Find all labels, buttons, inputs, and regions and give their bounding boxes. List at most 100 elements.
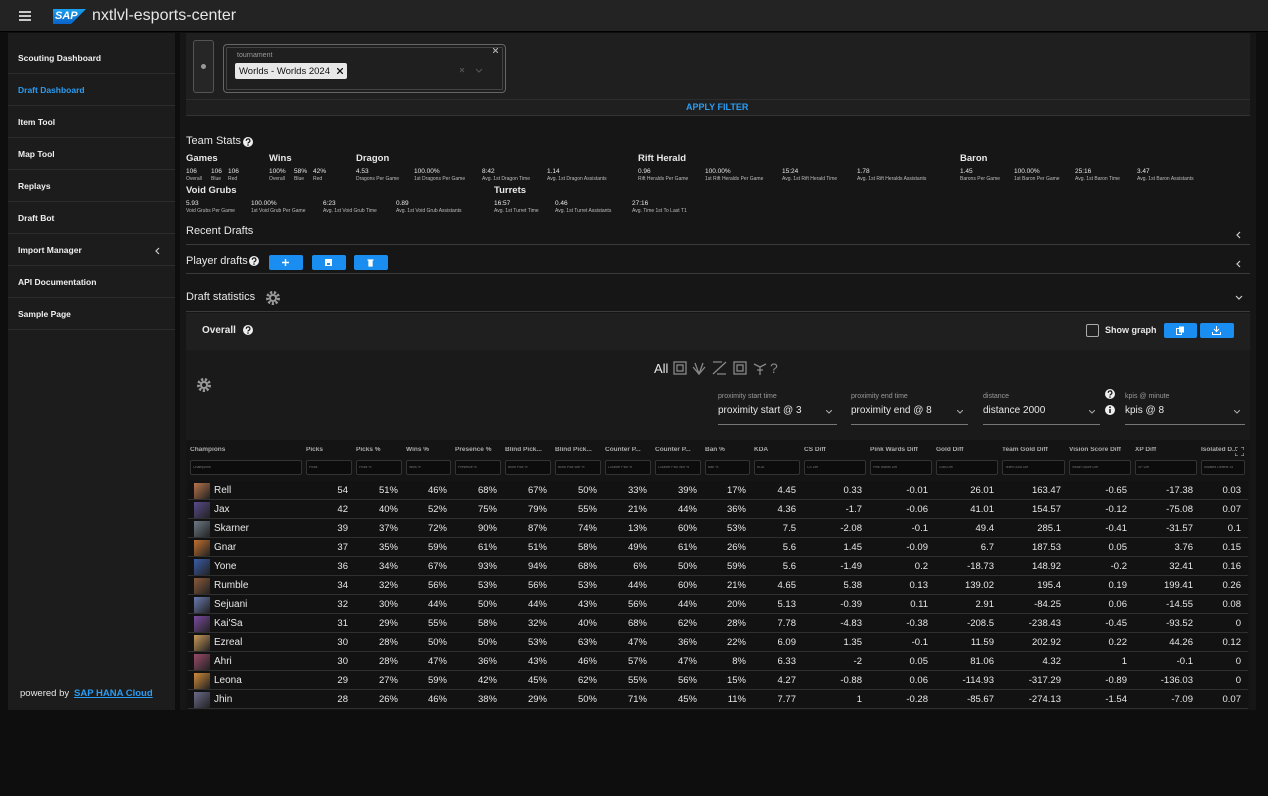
table-cell: 41.01	[970, 504, 994, 515]
table-cell: 202.92	[1031, 637, 1061, 648]
column-header[interactable]: Picks	[306, 447, 323, 453]
column-header[interactable]: Vision Score Diff	[1069, 447, 1121, 453]
table-cell: 0	[1235, 656, 1241, 667]
table-cell: -2	[853, 656, 862, 667]
column-header[interactable]: Counter P...	[605, 447, 641, 453]
column-header[interactable]: Picks %	[356, 447, 381, 453]
menu-icon[interactable]	[19, 11, 31, 21]
column-filter[interactable]	[705, 460, 750, 475]
table-cell: 0.16	[1222, 561, 1242, 572]
column-filter[interactable]	[655, 460, 701, 475]
sidebar-item-label[interactable]: Map Tool	[18, 149, 55, 159]
column-filter[interactable]	[356, 460, 402, 475]
column-header[interactable]: Wins %	[406, 447, 430, 453]
column-filter[interactable]	[406, 460, 451, 475]
chip-remove-icon[interactable]	[337, 68, 343, 74]
column-filter[interactable]	[1135, 460, 1197, 475]
settings-icon[interactable]	[265, 290, 281, 306]
column-filter[interactable]	[605, 460, 651, 475]
column-filter[interactable]	[555, 460, 601, 475]
stat-group-title: Baron	[960, 153, 988, 164]
table-cell: 62%	[677, 618, 697, 629]
table-row	[188, 633, 1248, 652]
column-filter[interactable]	[1002, 460, 1065, 475]
column-header[interactable]: Isolated D...	[1201, 447, 1238, 453]
sidebar-item-label[interactable]: API Documentation	[18, 277, 97, 287]
tournament-select[interactable]	[223, 44, 506, 93]
table-cell: 68%	[577, 561, 597, 572]
table-cell: 67%	[427, 561, 447, 572]
sidebar-item-label[interactable]: Replays	[18, 181, 51, 191]
column-filter[interactable]	[505, 460, 551, 475]
table-cell: 28%	[378, 656, 398, 667]
column-filter[interactable]	[870, 460, 932, 475]
table-cell: 53%	[577, 580, 597, 591]
column-filter[interactable]	[306, 460, 352, 475]
tournament-chip[interactable]	[235, 63, 347, 79]
column-header[interactable]: Gold Diff	[936, 447, 964, 453]
sidebar-item[interactable]	[8, 74, 175, 106]
sidebar-item[interactable]	[8, 266, 175, 298]
column-header[interactable]: Presence %	[455, 447, 492, 453]
dropdown[interactable]	[1125, 390, 1245, 425]
sidebar-item[interactable]	[8, 202, 175, 234]
sidebar-item-label[interactable]: Sample Page	[18, 309, 71, 319]
sidebar-item[interactable]	[8, 42, 175, 74]
role-all[interactable]: All	[654, 361, 669, 376]
table-cell: -0.12	[1105, 504, 1127, 515]
stat-label: Rift Heralds Per Game	[638, 176, 689, 182]
column-header[interactable]: Counter P...	[655, 447, 691, 453]
sidebar-item-label[interactable]: Item Tool	[18, 117, 56, 127]
stat-label: Blue	[211, 176, 222, 182]
role-icons[interactable]	[673, 361, 771, 375]
table-cell: 27%	[378, 675, 398, 686]
table-cell: 0.1	[1227, 523, 1241, 534]
table-row	[188, 500, 1248, 519]
select-clear-icon[interactable]	[493, 48, 498, 53]
column-header[interactable]: Pink Wards Diff	[870, 447, 918, 453]
column-filter[interactable]	[190, 460, 302, 475]
column-header[interactable]: Blind Pick...	[505, 447, 542, 453]
sidebar-item-label[interactable]: Import Manager	[18, 245, 82, 255]
role-unknown[interactable]: ?	[770, 360, 778, 376]
sidebar-item[interactable]	[8, 170, 175, 202]
column-filter-placeholder: CS Diff	[807, 466, 819, 469]
show-graph-checkbox[interactable]	[1086, 324, 1099, 337]
column-filter[interactable]	[754, 460, 800, 475]
sidebar-item[interactable]	[8, 234, 175, 266]
stat-label: Avg. Time 1st To Last T1	[632, 208, 687, 214]
column-header[interactable]: Blind Pick...	[555, 447, 592, 453]
column-filter[interactable]	[1069, 460, 1131, 475]
column-header[interactable]: Team Gold Diff	[1002, 447, 1048, 453]
table-cell: 49%	[627, 542, 647, 553]
sidebar-item[interactable]	[8, 138, 175, 170]
table-cell: 0.06	[909, 675, 929, 686]
dropdown[interactable]	[718, 390, 837, 425]
table-cell: 28%	[378, 637, 398, 648]
table-cell: 30	[337, 656, 348, 667]
sidebar-item-label[interactable]: Draft Dashboard	[18, 85, 85, 95]
sidebar-item-label[interactable]: Scouting Dashboard	[18, 53, 102, 63]
column-filter-placeholder: Team Gold Diff	[1005, 466, 1029, 469]
table-cell: 51%	[378, 485, 398, 496]
dropdown[interactable]	[851, 390, 968, 425]
column-header[interactable]: Champions	[190, 447, 226, 453]
settings-icon[interactable]	[196, 377, 212, 393]
column-filter[interactable]	[936, 460, 998, 475]
stat-value: 106	[228, 168, 239, 175]
column-header[interactable]: KDA	[754, 447, 769, 453]
apply-filter-button[interactable]: APPLY FILTER	[686, 102, 749, 112]
sidebar-item-label[interactable]: Draft Bot	[18, 213, 55, 223]
apply-filter-bar[interactable]	[186, 99, 1250, 116]
sidebar-item[interactable]	[8, 106, 175, 138]
column-filter[interactable]	[1201, 460, 1245, 475]
column-header[interactable]: Ban %	[705, 447, 725, 453]
sidebar-item[interactable]	[8, 298, 175, 330]
dropdown[interactable]	[983, 390, 1100, 425]
column-filter[interactable]	[455, 460, 501, 475]
column-filter[interactable]	[804, 460, 866, 475]
footer-link[interactable]: SAP HANA Cloud	[74, 688, 153, 699]
column-header[interactable]: XP Diff	[1135, 447, 1157, 453]
column-header[interactable]: CS Diff	[804, 447, 826, 453]
table-cell: 32%	[378, 580, 398, 591]
